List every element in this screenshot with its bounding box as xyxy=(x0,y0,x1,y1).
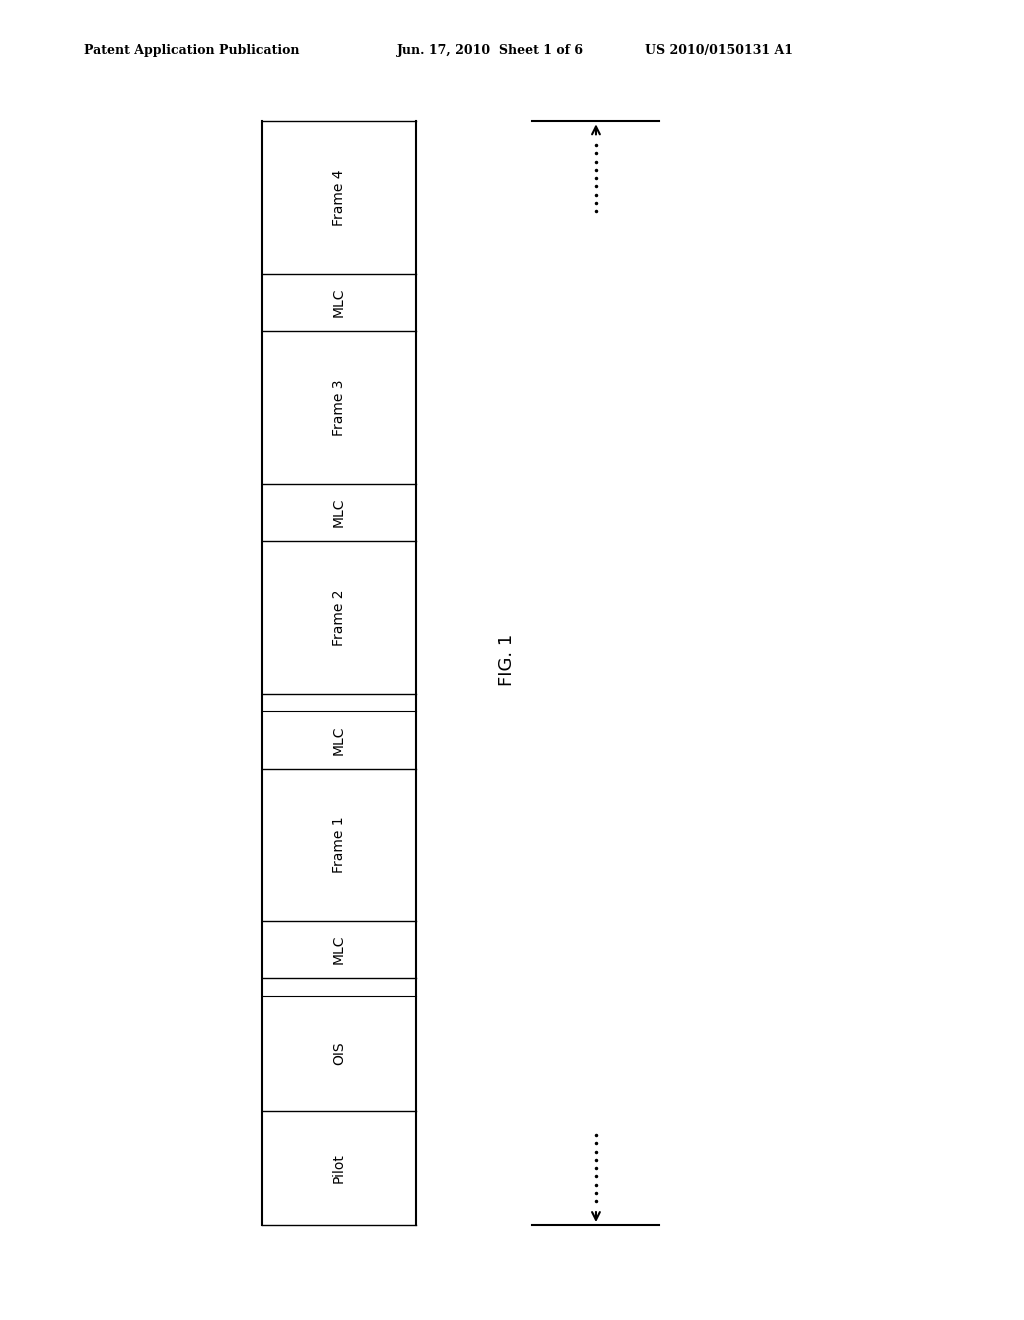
Text: OIS: OIS xyxy=(332,1041,346,1065)
Text: MLC: MLC xyxy=(332,288,346,317)
Text: Jun. 17, 2010  Sheet 1 of 6: Jun. 17, 2010 Sheet 1 of 6 xyxy=(397,44,585,57)
Text: MLC: MLC xyxy=(332,935,346,965)
Text: MLC: MLC xyxy=(332,498,346,527)
Text: US 2010/0150131 A1: US 2010/0150131 A1 xyxy=(645,44,794,57)
Text: Pilot: Pilot xyxy=(332,1152,346,1183)
Text: Frame 4: Frame 4 xyxy=(332,169,346,226)
Text: Frame 1: Frame 1 xyxy=(332,817,346,873)
Text: Patent Application Publication: Patent Application Publication xyxy=(84,44,299,57)
Text: MLC: MLC xyxy=(332,725,346,755)
Text: Frame 3: Frame 3 xyxy=(332,379,346,436)
Text: Frame 2: Frame 2 xyxy=(332,589,346,645)
Text: FIG. 1: FIG. 1 xyxy=(498,634,516,686)
